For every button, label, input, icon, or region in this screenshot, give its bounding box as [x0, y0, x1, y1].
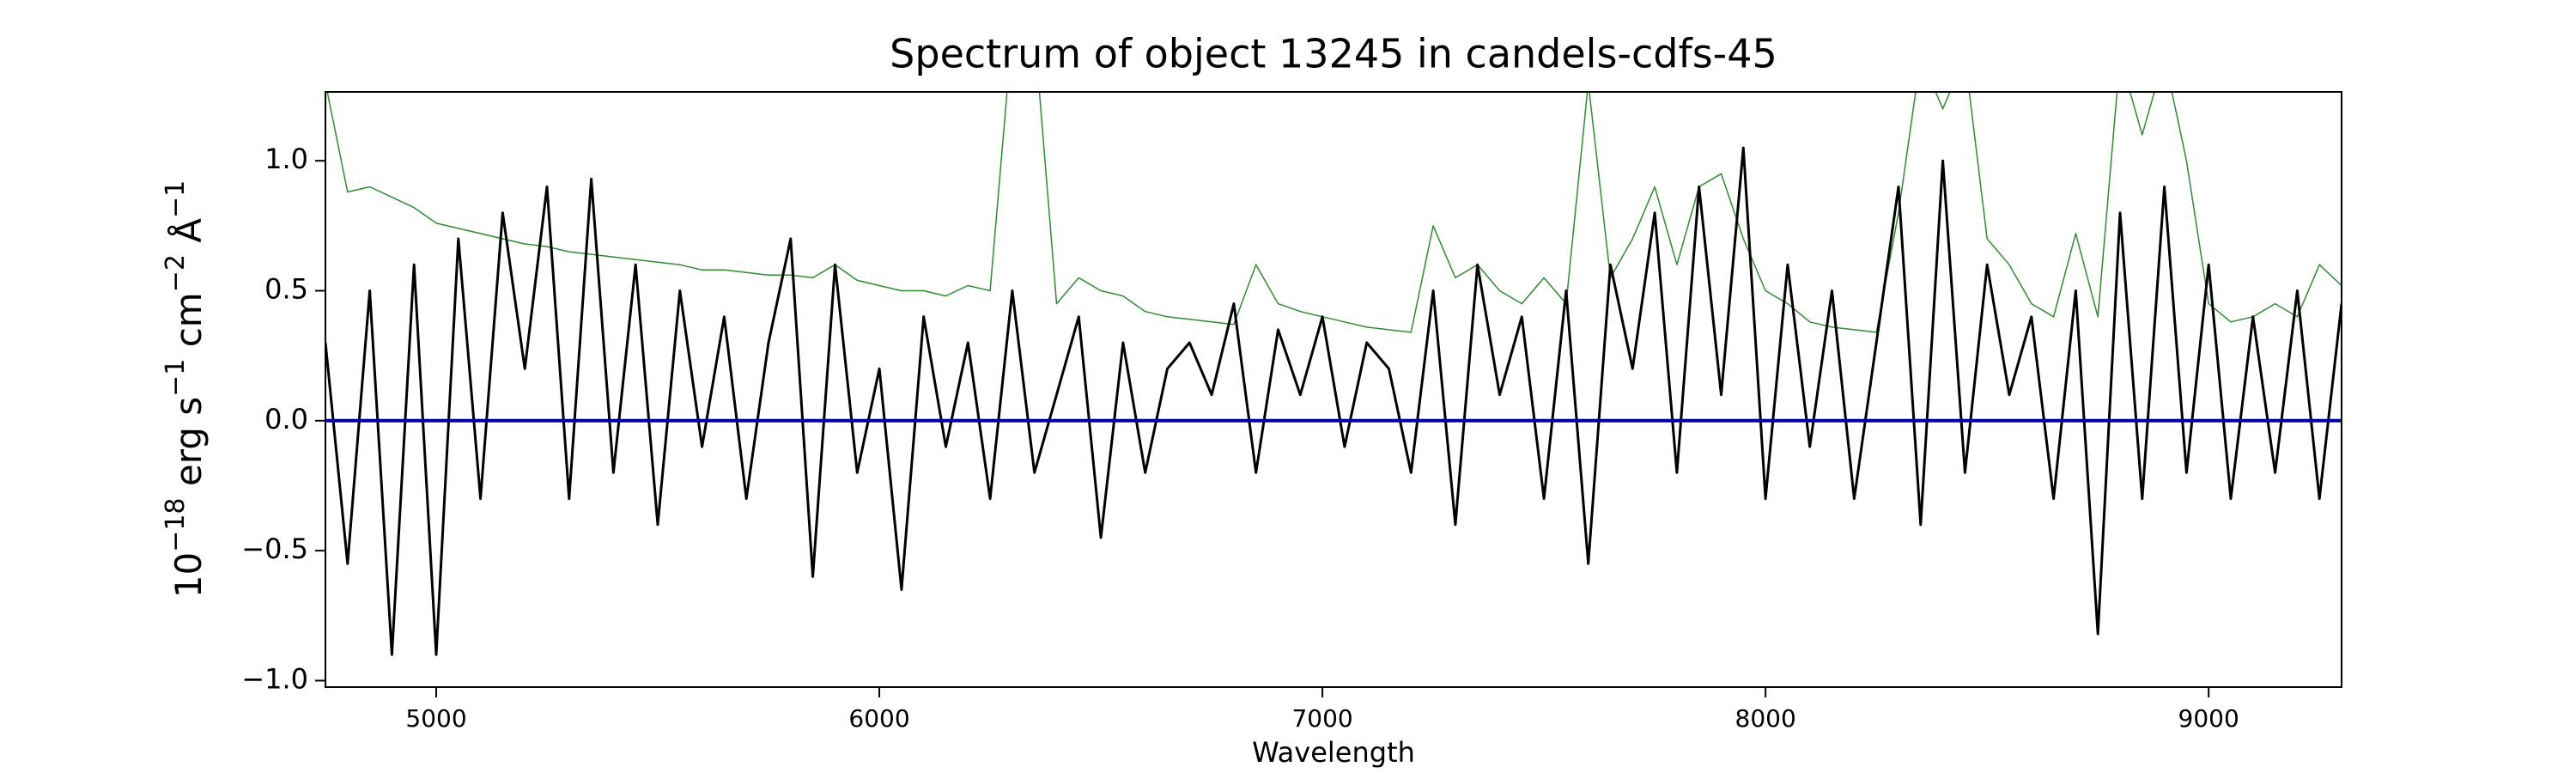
y-axis-label-part: erg s	[167, 397, 210, 498]
x-tick-label: 7000	[1291, 704, 1352, 733]
y-tick-label: 1.0	[264, 143, 308, 175]
x-tick-label: 9000	[2178, 704, 2239, 733]
y-axis-label-part: −1	[161, 180, 191, 218]
chart-title: Spectrum of object 13245 in candels-cdfs…	[890, 31, 1777, 77]
y-axis-label-part: −1	[161, 359, 191, 397]
axes-frame	[325, 91, 2342, 688]
y-tick-label: −1.0	[241, 662, 308, 695]
spectrum-line	[325, 146, 2342, 656]
y-axis-label-part: Å	[167, 218, 210, 254]
y-axis-label-part: −18	[161, 498, 191, 552]
plot-area	[325, 92, 2342, 656]
spectrum-line	[326, 92, 2342, 333]
x-tick-label: 8000	[1735, 704, 1796, 733]
x-axis-label: Wavelength	[1252, 736, 1415, 769]
y-tick-label: 0.0	[264, 403, 308, 435]
y-axis-label-part: 10	[167, 552, 210, 598]
x-tick-label: 6000	[848, 704, 909, 733]
x-tick-label: 5000	[405, 704, 466, 733]
y-tick-label: 0.5	[264, 273, 308, 306]
y-axis-label-part: cm	[167, 292, 210, 358]
y-tick-label: −0.5	[241, 533, 308, 565]
y-axis-label-part: −2	[161, 254, 191, 292]
y-axis-label: 10−18 erg s−1 cm−2 Å−1	[161, 180, 210, 599]
